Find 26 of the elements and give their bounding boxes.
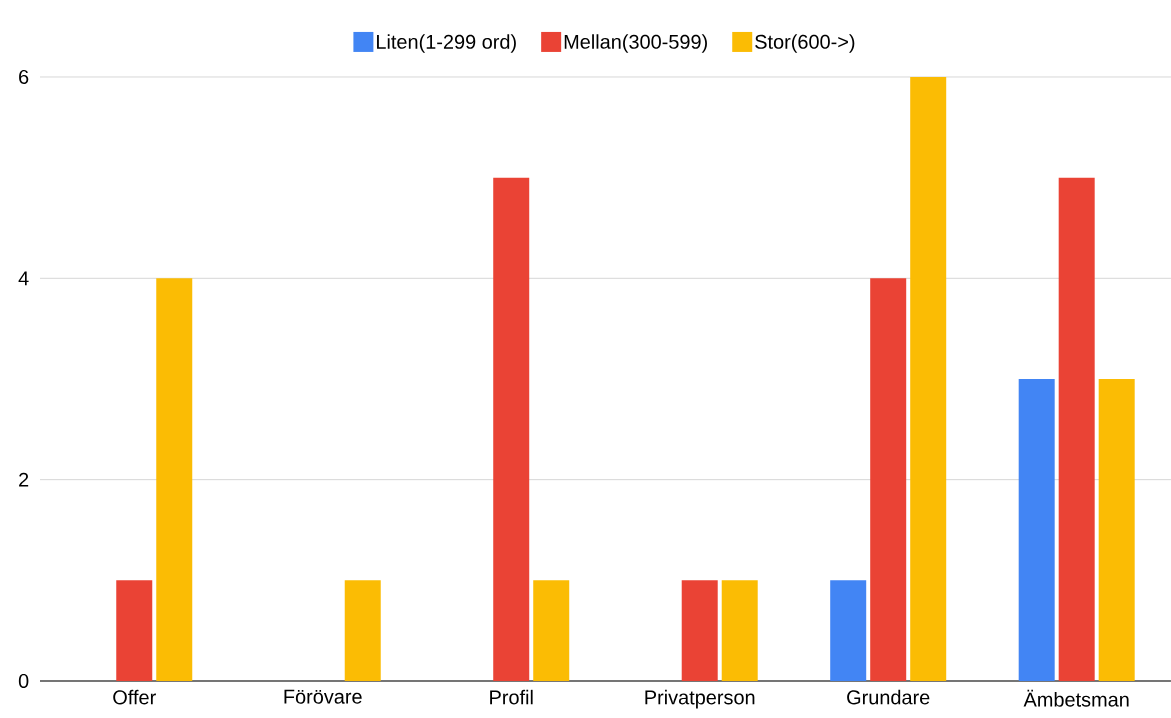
bar bbox=[910, 76, 947, 681]
bar bbox=[1058, 177, 1095, 681]
x-tick-label: Ämbetsman bbox=[1023, 689, 1129, 707]
bar bbox=[1098, 378, 1135, 681]
y-tick-label: 6 bbox=[19, 69, 29, 85]
bar bbox=[116, 580, 153, 681]
bar bbox=[493, 177, 530, 681]
y-tick-label: 2 bbox=[19, 472, 29, 487]
x-tick-label: Privatperson bbox=[645, 689, 755, 709]
bar bbox=[721, 580, 758, 681]
bar bbox=[681, 580, 718, 681]
bar bbox=[533, 580, 570, 681]
x-tick-label: Grundare bbox=[847, 689, 930, 705]
legend-label: Mellan(300-599) bbox=[564, 34, 707, 53]
x-tick-label: Offer bbox=[113, 689, 156, 705]
legend-label: Stor(600->) bbox=[755, 34, 855, 53]
legend-label: Liten(1-299 ord) bbox=[377, 34, 516, 53]
bar bbox=[156, 278, 193, 681]
bar bbox=[830, 580, 867, 681]
x-tick-label: Förövare bbox=[284, 689, 362, 704]
y-tick-label: 0 bbox=[18, 673, 29, 689]
bar bbox=[344, 580, 381, 681]
y-tick-label: 4 bbox=[18, 271, 29, 286]
bar bbox=[870, 278, 907, 681]
bar bbox=[1018, 378, 1055, 681]
x-tick-label: Profil bbox=[490, 689, 533, 705]
